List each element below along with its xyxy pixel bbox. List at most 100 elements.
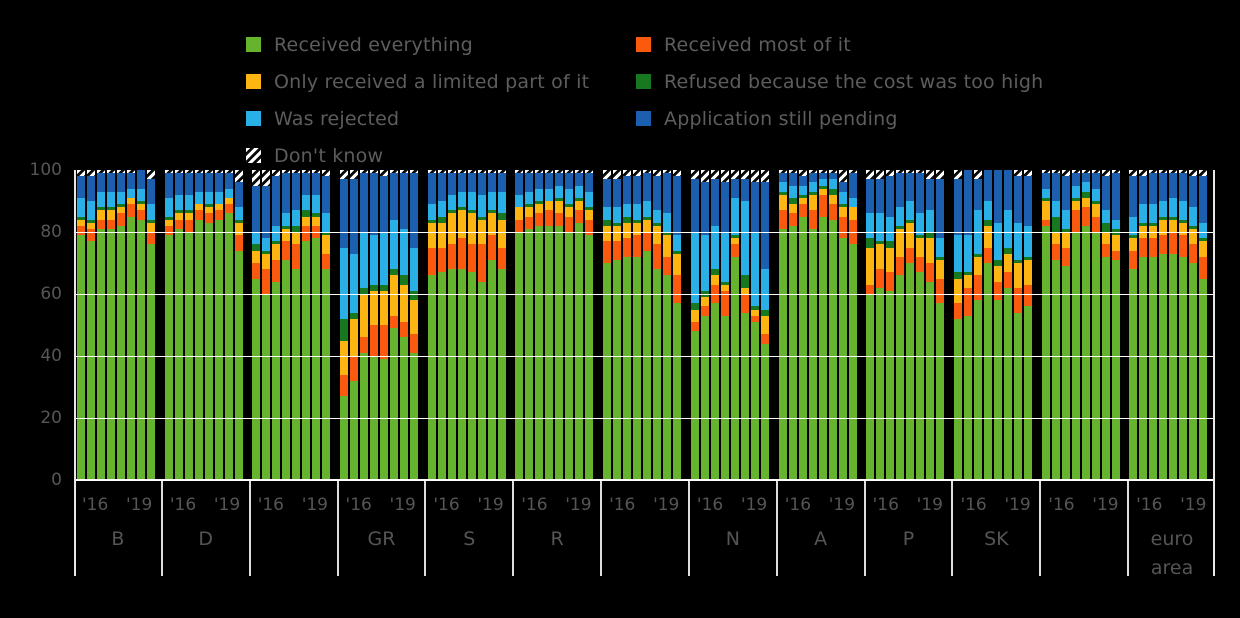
bar-segment-everything [740,312,749,480]
stacked-bar [585,170,594,480]
x-tick-label: '19 [1092,495,1119,515]
bar-segment-rejected [720,232,729,282]
bar-segment-rejected [555,185,564,198]
y-axis-label-40: 40 [40,346,62,366]
stacked-bar [515,170,524,480]
bar-segment-dontknow [1071,170,1080,174]
bar-segment-pending [936,179,945,239]
bar-segment-rejected [545,188,554,202]
bar-segment-dontknow [788,170,797,174]
bar-segment-most [137,210,145,220]
bar-segment-dontknow [97,170,105,174]
bar-segment-dontknow [87,170,95,177]
bar-segment-limited [1189,228,1198,245]
stacked-bar [457,170,466,480]
gridline-80 [75,232,1215,233]
bar-segment-most [663,256,672,276]
bar-segment-rejected [896,207,905,226]
bar-segment-pending [174,173,183,195]
stacked-bar [1091,170,1100,480]
x-band-cell-D: '16 '19 D [163,481,251,576]
bar-segment-limited [963,275,972,288]
bar-segment-everything [926,281,935,480]
bar-segment-most [174,219,183,229]
bar-segment-dontknow [292,170,301,174]
x-tick-label: '19 [389,495,416,515]
bar-segment-rejected [350,253,359,313]
stacked-bar [107,170,115,480]
bar-segment-most [380,325,389,360]
bar-segment-most [147,232,155,245]
bar-segment-rejected [214,191,223,205]
x-tick-label: '19 [916,495,943,515]
stacked-bar [437,170,446,480]
bar-segment-everything [487,259,496,480]
bar-segment-pending [643,173,652,202]
stacked-bar [730,170,739,480]
bar-segment-pending [730,179,739,198]
bar-segment-rejected [437,201,446,217]
bar-segment-everything [535,225,544,480]
bar-segment-pending [953,179,962,236]
bar-segment-limited [457,210,466,239]
bar-segment-dontknow [585,170,594,174]
bar-segment-pending [137,170,145,189]
bar-segment-rejected [623,204,632,217]
bar-segment-refused [302,210,311,217]
bar-segment-refused [838,204,847,208]
bar-segment-most [740,294,749,313]
bar-segment-most [487,235,496,260]
stacked-bar [174,170,183,480]
bar-segment-limited [1159,219,1168,236]
bar-segment-most [545,210,554,226]
bar-segment-most [1189,244,1198,263]
group-bars [603,170,689,480]
bar-segment-most [427,247,436,276]
stacked-bar [312,170,321,480]
bar-segment-everything [410,352,419,480]
bar-segment-refused [107,207,115,211]
bar-segment-dontknow [204,170,213,174]
bar-segment-dontknow [740,170,749,180]
bar-segment-everything [1081,225,1090,480]
bar-segment-refused [653,222,662,226]
bar-segment-most [700,306,709,316]
stacked-bar [97,170,105,480]
bar-segment-rejected [87,201,95,220]
bar-segment-dontknow [710,170,719,180]
stacked-bar [427,170,436,480]
bar-segment-most [282,241,291,260]
stacked-bar [1013,170,1022,480]
bar-segment-limited [555,201,564,214]
bar-segment-dontknow [760,170,769,183]
bar-segment-limited [808,194,817,211]
bar-segment-everything [437,272,446,480]
bar-segment-refused [750,306,759,310]
bar-segment-rejected [788,185,797,198]
group-label: R [550,528,564,550]
bar-segment-refused [234,219,243,223]
bar-segment-limited [973,256,982,276]
bar-segment-dontknow [555,170,564,174]
bar-segment-limited [710,275,719,285]
bar-segment-everything [963,315,972,480]
stacked-bar [214,170,223,480]
bar-segment-most [1149,238,1158,257]
bar-segment-rejected [1199,222,1208,239]
bar-segment-rejected [272,225,281,242]
bar-segment-pending [1169,173,1178,198]
group-label: GR [367,528,396,550]
bar-segment-most [525,216,534,229]
bar-segment-dontknow [603,170,612,180]
bar-segment-pending [1081,173,1090,183]
bar-segment-limited [565,207,574,217]
bar-segment-pending [1189,176,1198,208]
bar-segment-most [613,241,622,260]
bar-segment-most [1023,284,1032,307]
bar-segment-dontknow [798,170,807,177]
bar-segment-limited [107,210,115,220]
bar-segment-dontknow [1189,170,1198,177]
country-group-R [513,170,601,480]
bar-segment-everything [1041,225,1050,480]
bar-segment-most [808,210,817,229]
